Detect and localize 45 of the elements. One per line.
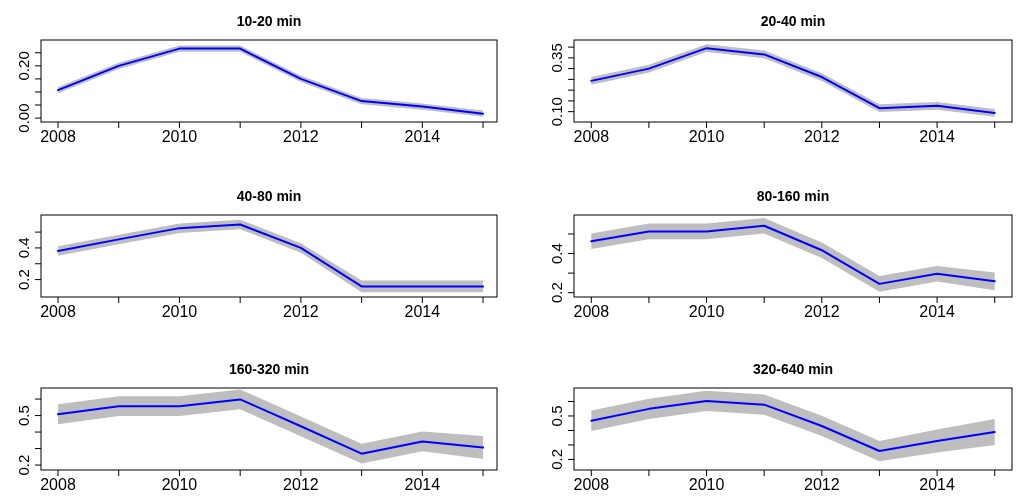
chart-title: 320-640 min: [752, 361, 834, 377]
x-tick-label: 2012: [804, 128, 840, 145]
line-series: [590, 224, 996, 285]
y-tick-label: 0.5: [15, 405, 32, 426]
x-tick-label: 2010: [161, 128, 198, 145]
y-tick-label: 0.2: [548, 448, 565, 470]
x-tick-label: 2014: [919, 476, 955, 493]
chart-title: 10-20 min: [236, 13, 302, 29]
y-tick-label: 0.00: [15, 103, 32, 133]
y-tick-label: 0.20: [15, 51, 32, 81]
chart-title: 40-80 min: [236, 188, 302, 204]
x-tick-label: 2008: [573, 476, 610, 493]
x-tick-label: 2012: [804, 303, 840, 320]
x-tick-label: 2014: [919, 128, 955, 145]
x-tick-label: 2012: [283, 476, 319, 493]
x-tick-label: 2010: [161, 303, 198, 320]
x-tick-label: 2008: [573, 128, 610, 145]
y-tick-label: 0.4: [548, 243, 565, 264]
x-tick-label: 2010: [161, 476, 198, 493]
x-tick-label: 2012: [283, 128, 319, 145]
y-tick-label: 0.10: [548, 97, 565, 127]
x-tick-label: 2010: [688, 303, 725, 320]
line-series: [57, 398, 485, 455]
x-tick-label: 2008: [40, 128, 76, 145]
x-tick-label: 2008: [573, 303, 610, 320]
x-tick-label: 2014: [919, 303, 955, 320]
y-tick-label: 0.4: [15, 237, 32, 259]
x-tick-label: 2012: [804, 476, 840, 493]
x-tick-label: 2014: [404, 303, 441, 320]
x-tick-label: 2008: [40, 303, 76, 320]
y-tick-label: 0.2: [15, 454, 32, 476]
x-tick-label: 2014: [404, 128, 441, 145]
line-series: [590, 399, 996, 453]
x-tick-label: 2014: [404, 476, 441, 493]
x-tick-label: 2010: [688, 476, 725, 493]
y-tick-label: 0.2: [548, 282, 565, 304]
x-tick-label: 2008: [40, 476, 76, 493]
x-tick-label: 2012: [283, 303, 319, 320]
chart-title: 20-40 min: [760, 13, 826, 29]
x-tick-label: 2010: [688, 128, 725, 145]
chart-title: 160-320 min: [228, 361, 310, 377]
y-tick-label: 0.5: [548, 405, 565, 427]
y-tick-label: 0.35: [548, 43, 565, 73]
y-tick-label: 0.2: [15, 269, 32, 291]
chart-title: 80-160 min: [756, 188, 830, 204]
